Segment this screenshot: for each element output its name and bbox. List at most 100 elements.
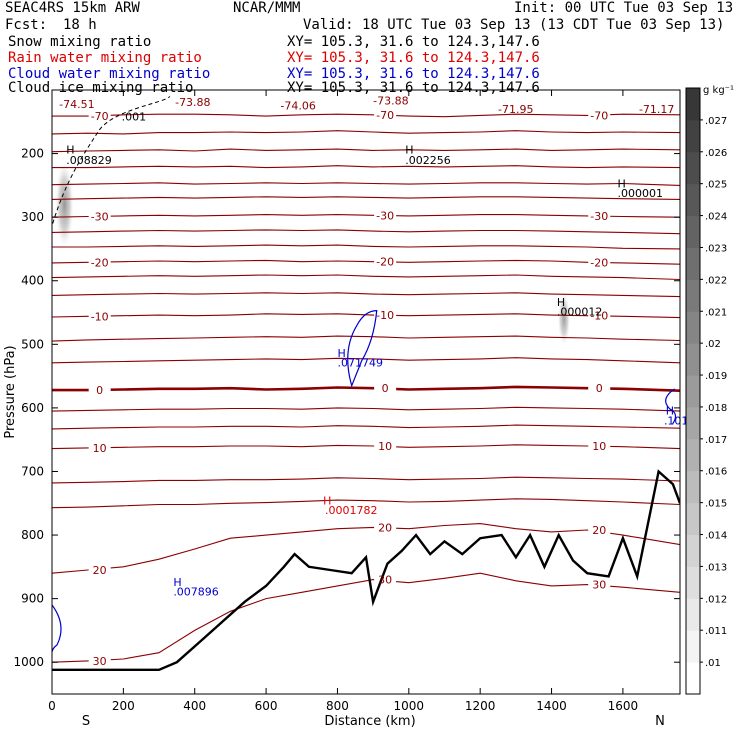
contour-label-bg <box>588 309 611 322</box>
hydrometeor-shading-0 <box>54 158 75 251</box>
high-marker: H <box>323 495 331 508</box>
contour-label: 30 <box>592 579 606 592</box>
colorbar-tick-label: .025 <box>705 180 727 191</box>
x-tick-label: 1600 <box>608 699 639 713</box>
y-tick-label: 200 <box>21 147 44 161</box>
x-tick-label: 1000 <box>394 699 425 713</box>
temperature-contour-9 <box>52 259 680 265</box>
colorbar-segment <box>686 151 700 185</box>
annotation-value: .000001 <box>618 187 664 200</box>
contour-label: -70 <box>376 109 394 122</box>
colorbar-tick-label: .024 <box>705 212 727 223</box>
y-tick-label: 500 <box>21 337 44 351</box>
terrain-line <box>52 469 680 671</box>
temperature-contour-7 <box>52 229 680 235</box>
contour-label-bg <box>88 210 111 223</box>
field-name-rain: Rain water mixing ratio <box>8 50 202 66</box>
high-marker: H <box>618 177 626 190</box>
colorbar-segment <box>686 88 700 121</box>
high-marker: H <box>66 144 74 157</box>
x-tick-label: 0 <box>48 699 56 713</box>
colorbar-segment <box>686 279 700 312</box>
temperature-contour-10 <box>52 274 680 281</box>
x-tick-label: 800 <box>326 699 349 713</box>
model-title: SEAC4RS 15km ARW <box>5 0 140 16</box>
colorbar-segment <box>686 406 700 440</box>
contour-label: 0 <box>96 384 103 397</box>
temperature-contour-12 <box>52 313 680 319</box>
y-tick-label: 800 <box>21 528 44 542</box>
colorbar-segment <box>686 502 700 536</box>
contour-label: -70 <box>590 109 608 122</box>
high-marker: H <box>405 144 413 157</box>
contour-label-bg <box>588 209 611 222</box>
contour-label: 20 <box>93 564 107 577</box>
temperature-contour-0 <box>52 113 680 118</box>
contour-label: 10 <box>378 440 392 453</box>
y-axis-label: Pressure (hPa) <box>3 345 18 438</box>
contour-label-bg <box>374 108 397 121</box>
forecast-label: Fcst: <box>5 17 48 33</box>
field-xy-snow: XY= 105.3, 31.6 to 124.3,147.6 <box>287 34 540 50</box>
contour-label: -10 <box>91 310 109 323</box>
y-tick-label: 300 <box>21 210 44 224</box>
contour-label-bg <box>88 310 111 323</box>
colorbar-tick-label: .015 <box>705 499 727 510</box>
annotation-value: .000012 <box>557 306 603 319</box>
colorbar-segment <box>686 119 700 153</box>
contour-label-bg <box>88 441 111 454</box>
contour-label: -30 <box>91 211 109 224</box>
colorbar-tick-label: .026 <box>705 148 727 159</box>
temperature-contour-19 <box>52 476 680 484</box>
annotation-value: .002256 <box>405 154 451 167</box>
temperature-contour-22 <box>52 572 680 663</box>
contour-label-bg <box>588 440 611 453</box>
colorbar-segment <box>686 534 700 567</box>
annotation-value: .001 <box>122 111 147 124</box>
cloudwater-outline <box>347 310 378 388</box>
hydrometeor-shading-1 <box>557 290 571 347</box>
colorbar-segment <box>686 566 700 599</box>
annotation-value: .007896 <box>173 585 219 598</box>
annotation-value: -74.51 <box>59 98 94 111</box>
temperature-contour-17 <box>52 424 680 430</box>
x-tick-label: 200 <box>112 699 135 713</box>
colorbar-segment <box>686 343 700 376</box>
annotation-value: -71.17 <box>639 103 674 116</box>
colorbar-tick-label: .013 <box>705 562 727 573</box>
temperature-contour-15 <box>52 385 680 392</box>
contour-label-bg <box>588 382 611 395</box>
cloudwater-outline-left <box>52 604 62 665</box>
contour-label-bg <box>88 256 111 269</box>
contour-label: 20 <box>378 521 392 534</box>
annotation-value: .008829 <box>66 154 112 167</box>
colorbar-segment <box>686 438 700 472</box>
valid-time: Valid: 18 UTC Tue 03 Sep 13 (13 CDT Tue … <box>303 17 725 33</box>
field-name-snow: Snow mixing ratio <box>8 34 152 50</box>
annotation-value: -73.88 <box>175 96 210 109</box>
field-xy-rain: XY= 105.3, 31.6 to 124.3,147.6 <box>287 50 540 66</box>
colorbar-segment <box>686 662 700 695</box>
x-axis-label: Distance (km) <box>324 714 415 729</box>
contour-label-bg <box>88 654 111 667</box>
plot-frame <box>51 89 681 695</box>
temperature-contour-18 <box>52 444 680 450</box>
colorbar-segment <box>686 375 700 408</box>
field-xy-cloudice: XY= 105.3, 31.6 to 124.3,147.6 <box>287 80 540 96</box>
high-marker: H <box>173 576 181 589</box>
temperature-contour-11 <box>52 292 680 298</box>
temperature-contour-21 <box>52 523 680 574</box>
contour-label: 30 <box>378 574 392 587</box>
y-tick-label: 700 <box>21 464 44 478</box>
colorbar-tick-label: .02 <box>705 339 721 350</box>
contour-label: 10 <box>93 442 107 455</box>
contour-label: -20 <box>91 256 109 269</box>
contour-label: -20 <box>590 256 608 269</box>
high-marker: H <box>666 404 674 417</box>
contour-label-bg <box>374 521 397 534</box>
colorbar-tick-label: .018 <box>705 403 727 414</box>
field-name-cloudice: Cloud ice mixing ratio <box>8 80 194 96</box>
temperature-contour-6 <box>52 214 680 218</box>
x-tick-label: 600 <box>255 699 278 713</box>
